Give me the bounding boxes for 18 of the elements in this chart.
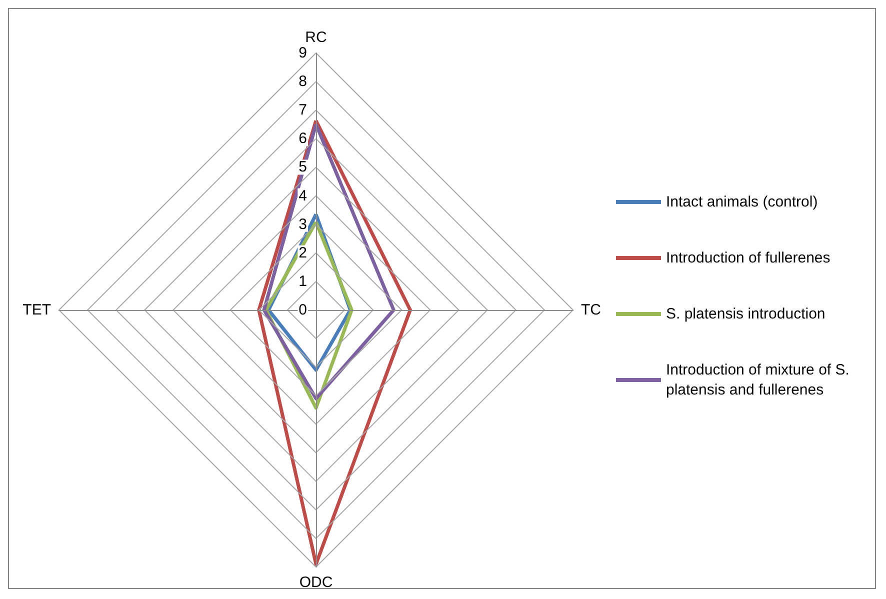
spoke-label: TET <box>22 302 51 318</box>
y-tick-label: 3 <box>298 216 307 233</box>
spoke-label: RC <box>305 29 327 46</box>
y-tick-label: 7 <box>298 102 307 119</box>
y-tick-label: 4 <box>298 187 307 204</box>
spoke-label: ODC <box>299 574 333 591</box>
legend-label: Introduction of mixture of S. platensis and fullerenes <box>666 362 854 398</box>
y-tick-label: 9 <box>298 44 307 62</box>
spoke-label: TC <box>581 302 602 318</box>
legend-label: Intact animals (control) <box>666 194 818 210</box>
y-tick-label: 6 <box>298 130 307 148</box>
y-tick-label: 2 <box>298 244 307 262</box>
y-tick-label: 1 <box>298 272 307 290</box>
y-tick-label: 5 <box>298 158 307 176</box>
legend-label: Introduction of fullerenes <box>666 250 830 266</box>
y-tick-label: 8 <box>298 73 307 90</box>
legend-label: S. platensis introduction <box>666 306 826 322</box>
y-tick-label: 0 <box>298 302 307 318</box>
